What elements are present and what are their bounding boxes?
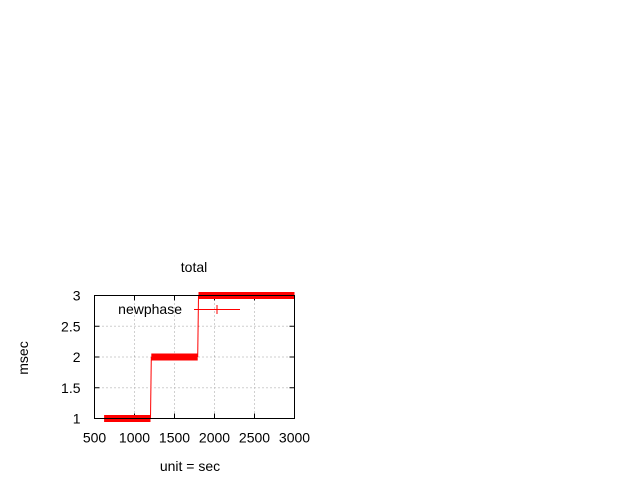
series-step-riser: [197, 295, 199, 358]
y-tick-label: 1: [73, 411, 81, 427]
x-tick-label: 2000: [199, 430, 230, 446]
x-tick-label: 2500: [239, 430, 270, 446]
chart-title: total: [181, 259, 207, 275]
x-tick-label: 3000: [279, 430, 310, 446]
plot-frame: [94, 295, 295, 419]
y-tick-label: 1.5: [61, 380, 81, 396]
x-tick-label: 500: [83, 430, 107, 446]
legend: newphase: [118, 301, 240, 317]
y-tick-label: 3: [73, 288, 81, 304]
series-step-riser: [150, 356, 152, 419]
axis-ticks: 500 1000 1500 2000 2500 3000 1 1.5 2 2.5 3: [61, 288, 310, 446]
legend-label-newphase: newphase: [118, 301, 182, 317]
y-tick-label: 2.5: [61, 318, 81, 334]
x-tick-label: 1000: [119, 430, 150, 446]
y-tick-label: 2: [73, 349, 81, 365]
series-step-band: [151, 353, 198, 361]
x-tick-label: 1500: [159, 430, 190, 446]
y-axis-label: msec: [15, 341, 31, 374]
x-axis-label: unit = sec: [160, 458, 220, 474]
